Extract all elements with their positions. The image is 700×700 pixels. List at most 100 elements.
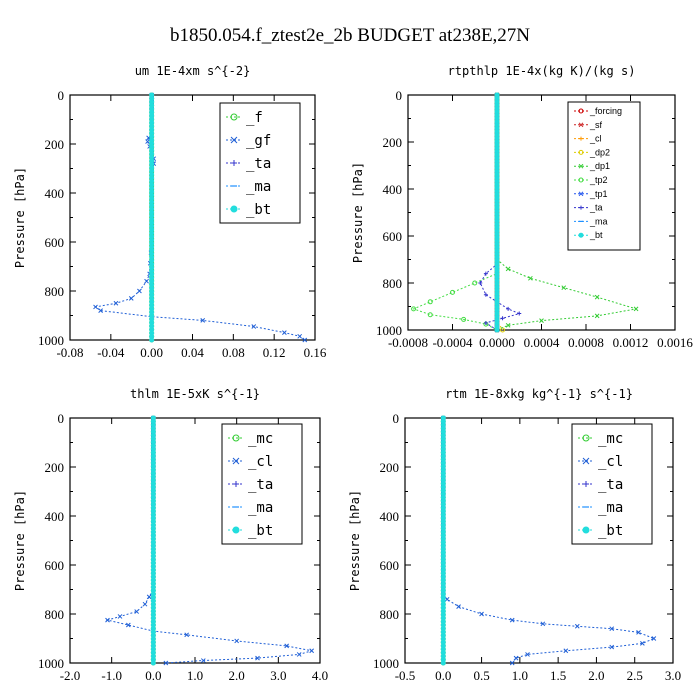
- x-tick-label: -0.08: [56, 345, 83, 360]
- y-tick-label: 400: [45, 509, 65, 524]
- data-point: [574, 623, 580, 629]
- data-point: [651, 636, 657, 641]
- y-tick-label: 600: [383, 229, 403, 244]
- legend-item: _tp1: [574, 189, 608, 199]
- legend-label: _tp2: [589, 175, 608, 185]
- legend-marker: [230, 205, 238, 213]
- x-tick-label: 0.5: [473, 668, 489, 683]
- x-tick-label: -0.5: [395, 668, 416, 683]
- y-tick-label: 600: [380, 558, 400, 573]
- data-point: [540, 621, 546, 627]
- series-bt: [150, 415, 156, 666]
- legend-item: _bt: [574, 230, 603, 240]
- data-point: [149, 337, 155, 343]
- series-bt: [494, 92, 500, 333]
- x-tick-label: 1.5: [550, 668, 566, 683]
- legend-label: _sf: [589, 120, 603, 130]
- x-tick-label: 4.0: [312, 668, 328, 683]
- data-point: [450, 289, 455, 295]
- legend-label: _cl: [598, 454, 623, 470]
- y-axis-label: Pressure [hPa]: [13, 490, 27, 591]
- x-tick-label: 1.0: [512, 668, 528, 683]
- legend-label: _tp1: [589, 189, 608, 199]
- x-tick-label: 2.0: [588, 668, 604, 683]
- series-bt: [440, 415, 446, 666]
- y-axis-label: Pressure [hPa]: [351, 162, 365, 263]
- panel-title: rtpthlp 1E-4x(kg K)/(kg s): [448, 64, 636, 78]
- data-point: [411, 306, 417, 312]
- legend-item: _sf: [574, 120, 603, 130]
- data-point: [500, 316, 505, 321]
- series-line: [442, 418, 656, 664]
- figure-title: b1850.054.f_ztest2e_2b BUDGET at238E,27N: [170, 25, 530, 46]
- legend-label: _cl: [248, 454, 273, 470]
- legend-item: _cl: [574, 134, 602, 144]
- data-point: [137, 288, 142, 294]
- legend-item: _gf: [226, 133, 271, 149]
- data-point: [163, 660, 169, 666]
- y-tick-label: 600: [45, 558, 65, 573]
- legend-item: _ma: [574, 216, 608, 226]
- y-tick-label: 400: [45, 186, 65, 201]
- data-point: [98, 308, 103, 313]
- legend-item: _cl: [228, 454, 273, 470]
- y-tick-label: 200: [45, 137, 65, 152]
- legend-marker: [230, 113, 238, 121]
- data-point: [483, 320, 488, 325]
- x-tick-label: -0.0008: [388, 335, 428, 350]
- data-point: [494, 327, 500, 333]
- x-tick-label: 0.0000: [479, 335, 515, 350]
- y-tick-label: 600: [45, 235, 65, 250]
- x-tick-label: 0.12: [263, 345, 286, 360]
- legend-item: _dp1: [574, 161, 610, 171]
- legend-marker: [578, 108, 584, 114]
- legend-label: _bt: [598, 523, 623, 539]
- data-point: [640, 641, 645, 646]
- y-tick-label: 1000: [373, 656, 399, 671]
- chart-panel-2: rtpthlp 1E-4x(kg K)/(kg s) Pressure [hPa]…: [351, 64, 693, 350]
- data-point: [145, 139, 150, 144]
- x-tick-label: -2.0: [60, 668, 81, 683]
- data-point: [525, 652, 530, 657]
- data-point: [633, 306, 639, 312]
- legend-label: _dp2: [589, 147, 610, 157]
- data-point: [128, 295, 134, 301]
- y-tick-label: 200: [383, 135, 403, 150]
- legend: _f _gf _ta _ma _bt: [219, 102, 301, 224]
- y-tick-label: 0: [58, 411, 65, 426]
- x-tick-label: 0.0: [435, 668, 451, 683]
- legend-marker: [232, 526, 240, 534]
- y-tick-label: 400: [380, 509, 400, 524]
- legend-item: _ta: [226, 156, 271, 172]
- data-point: [563, 648, 569, 654]
- data-point: [461, 316, 467, 322]
- legend-marker: [232, 434, 240, 442]
- legend-marker: [583, 481, 589, 487]
- x-tick-label: 1.0: [187, 668, 203, 683]
- chart-panel-3: thlm 1E-5xK s^{-1} Pressure [hPa] 0 200 400 6…: [13, 387, 328, 683]
- data-point: [427, 299, 433, 305]
- chart-panel-4: rtm 1E-8xkg kg^{-1} s^{-1} Pressure [hPa]…: [348, 387, 681, 683]
- x-tick-label: -0.04: [97, 345, 125, 360]
- legend-label: _mc: [248, 431, 273, 447]
- data-point: [296, 652, 302, 657]
- legend-item: _ta: [228, 477, 273, 493]
- legend-item: _forcing: [574, 106, 622, 116]
- data-point: [594, 294, 600, 300]
- data-point: [200, 318, 206, 323]
- data-point: [105, 617, 110, 623]
- legend-marker: [579, 205, 583, 210]
- x-tick-label: 0.0: [145, 668, 161, 683]
- legend-label: _gf: [246, 133, 271, 149]
- x-tick-label: 0.0008: [568, 335, 604, 350]
- legend: _mc _cl _ta _ma _bt: [571, 423, 653, 545]
- data-point: [134, 609, 140, 614]
- y-tick-label: 800: [383, 276, 403, 291]
- x-tick-label: 0.00: [140, 345, 163, 360]
- legend-label: _cl: [589, 134, 602, 144]
- legend: _mc _cl _ta _ma _bt: [221, 423, 303, 545]
- legend: _forcing _sf _cl _dp2 _dp1 _tp2 _tp1 _ta _ma _bt: [567, 101, 641, 251]
- data-point: [150, 660, 156, 666]
- data-point: [146, 594, 152, 600]
- y-tick-label: 0: [58, 88, 65, 103]
